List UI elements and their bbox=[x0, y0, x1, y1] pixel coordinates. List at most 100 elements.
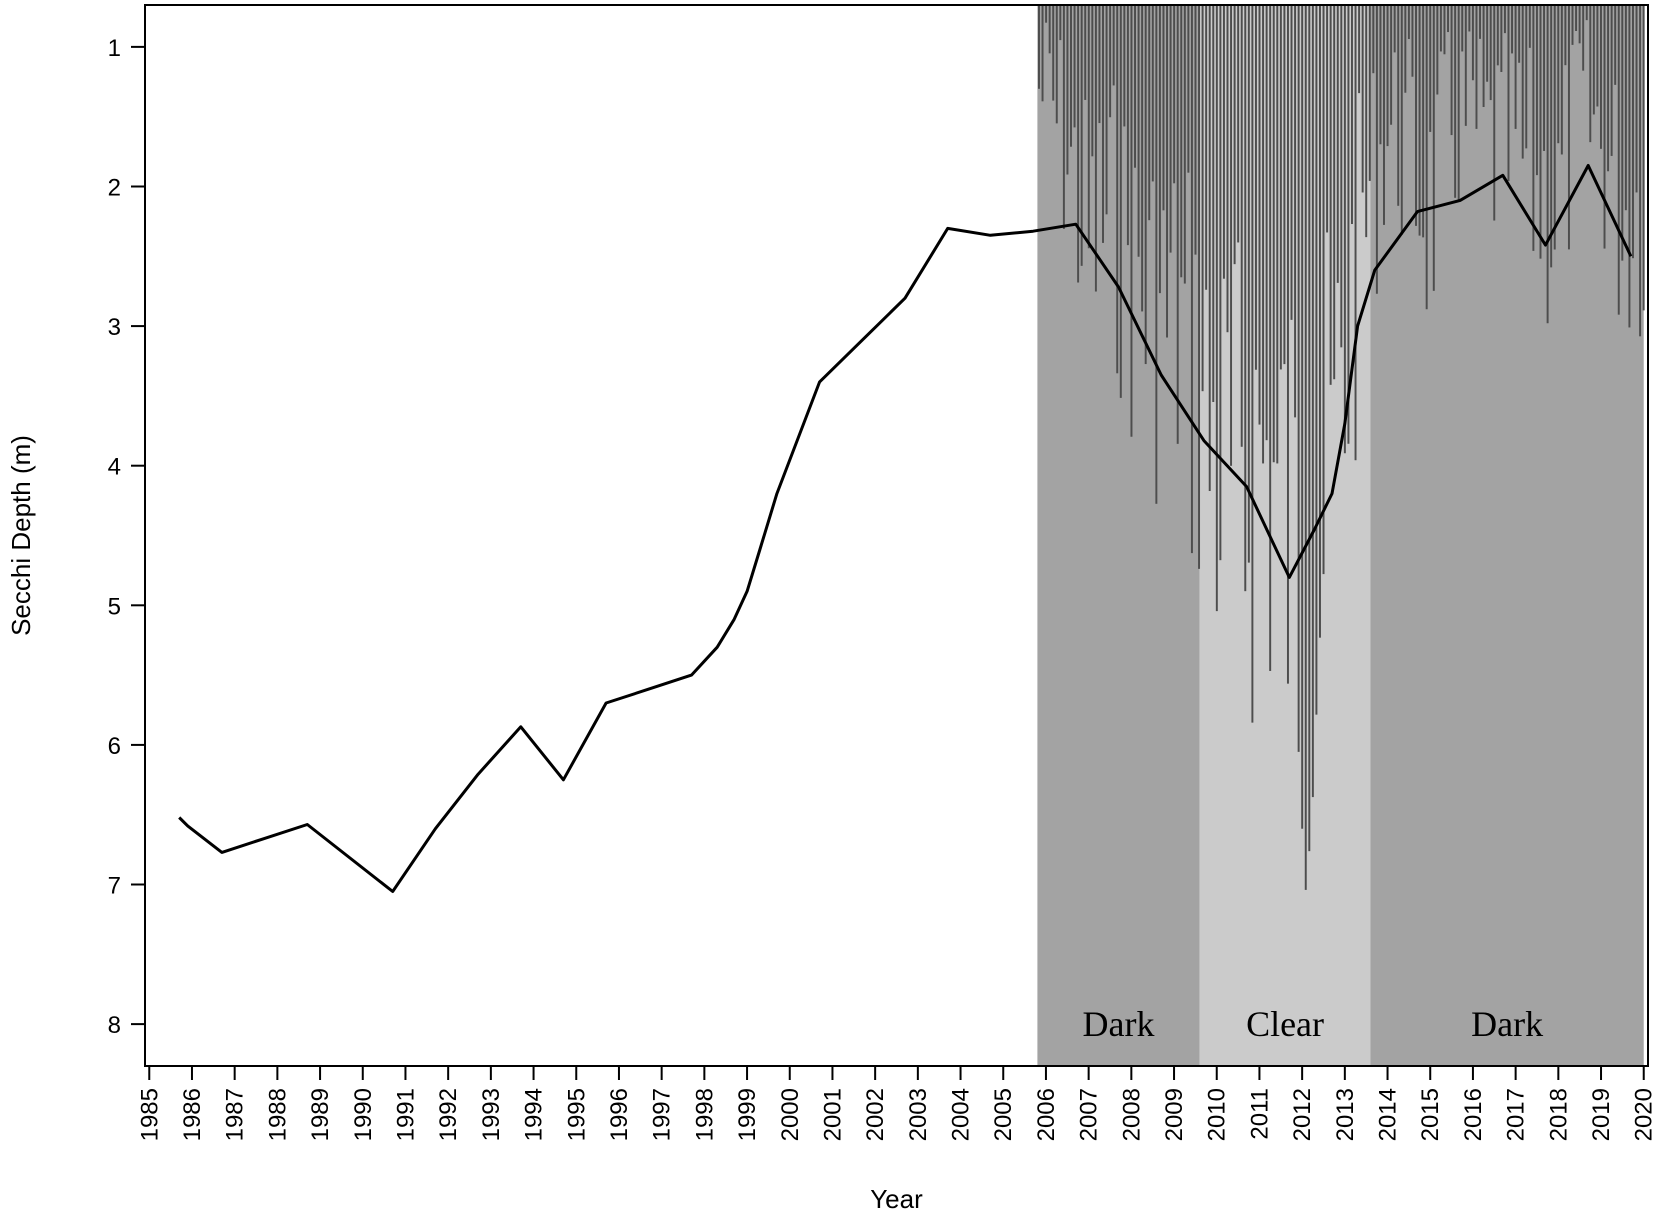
observation-bar bbox=[1390, 5, 1393, 125]
observation-bar bbox=[1439, 5, 1442, 52]
observation-bar bbox=[1340, 5, 1343, 348]
observation-bar bbox=[1443, 5, 1446, 55]
observation-bar bbox=[1173, 5, 1176, 184]
observation-bar bbox=[1155, 5, 1158, 504]
x-tick-label: 1989 bbox=[307, 1088, 334, 1141]
observation-bar bbox=[1226, 5, 1229, 333]
x-tick-label: 1990 bbox=[350, 1088, 377, 1141]
observation-bar bbox=[1461, 5, 1464, 52]
observation-bar bbox=[1087, 5, 1090, 249]
observation-bar bbox=[1230, 5, 1233, 466]
observation-bar bbox=[1358, 5, 1361, 94]
observation-bar bbox=[1247, 5, 1250, 563]
x-tick-label: 2010 bbox=[1204, 1088, 1231, 1141]
observation-bar bbox=[1123, 5, 1126, 127]
observation-bar bbox=[1614, 5, 1617, 85]
y-axis-title: Secchi Depth (m) bbox=[6, 435, 36, 636]
observation-bar bbox=[1372, 5, 1375, 74]
observation-bar bbox=[1265, 5, 1268, 441]
observation-bar bbox=[1126, 5, 1129, 246]
region-label-0: Dark bbox=[1083, 1004, 1155, 1044]
observation-bar bbox=[1596, 5, 1599, 107]
x-tick-label: 1996 bbox=[606, 1088, 633, 1141]
x-tick-label: 2003 bbox=[905, 1088, 932, 1141]
observation-bar bbox=[1048, 5, 1051, 54]
observation-bar bbox=[1194, 5, 1197, 255]
observation-bar bbox=[1500, 5, 1503, 72]
observation-bar bbox=[1158, 5, 1161, 294]
observation-bar bbox=[1631, 5, 1634, 259]
observation-bar bbox=[1425, 5, 1428, 310]
observation-bar bbox=[1080, 5, 1083, 266]
observation-bar bbox=[1190, 5, 1193, 554]
x-tick-label: 1985 bbox=[136, 1088, 163, 1141]
observation-bar bbox=[1286, 5, 1289, 684]
observation-bar bbox=[1639, 5, 1642, 337]
x-tick-label: 2000 bbox=[777, 1088, 804, 1141]
observation-bar bbox=[1617, 5, 1620, 315]
x-axis-title: Year bbox=[870, 1184, 923, 1214]
observation-bar bbox=[1141, 5, 1144, 312]
observation-bar bbox=[1233, 5, 1236, 265]
observation-bar bbox=[1418, 5, 1421, 236]
observation-bar bbox=[1094, 5, 1097, 292]
monthly-observation-bars bbox=[1038, 5, 1645, 890]
x-tick-label: 2007 bbox=[1076, 1088, 1103, 1141]
observation-bar bbox=[1351, 5, 1353, 225]
x-tick-label: 2008 bbox=[1118, 1088, 1145, 1141]
observation-bar bbox=[1205, 5, 1208, 290]
observation-bar bbox=[1557, 5, 1560, 144]
observation-bar bbox=[1585, 5, 1588, 21]
x-tick-label: 2013 bbox=[1332, 1088, 1359, 1141]
x-tick-label: 2017 bbox=[1503, 1088, 1530, 1141]
observation-bar bbox=[1290, 5, 1293, 320]
observation-bar bbox=[1073, 5, 1076, 128]
observation-bar bbox=[1571, 5, 1574, 45]
x-tick-label: 2018 bbox=[1545, 1088, 1572, 1141]
observation-bar bbox=[1535, 5, 1538, 176]
observation-bar bbox=[1450, 5, 1453, 136]
observation-bar bbox=[1269, 5, 1272, 671]
observation-bar bbox=[1311, 5, 1314, 798]
x-tick-label: 1988 bbox=[264, 1088, 291, 1141]
observation-bar bbox=[1383, 5, 1385, 225]
observation-bar bbox=[1066, 5, 1069, 175]
observation-bar bbox=[1575, 5, 1578, 31]
x-tick-label: 2001 bbox=[819, 1088, 846, 1141]
observation-bar bbox=[1208, 5, 1211, 492]
observation-bar bbox=[1486, 5, 1489, 82]
observation-bar bbox=[1379, 5, 1382, 145]
x-tick-label: 1986 bbox=[179, 1088, 206, 1141]
observation-bar bbox=[1201, 5, 1204, 392]
x-tick-label: 2005 bbox=[990, 1088, 1017, 1141]
observation-bar bbox=[1479, 5, 1482, 39]
x-tick-label: 2020 bbox=[1631, 1088, 1654, 1141]
y-tick-label: 2 bbox=[108, 174, 121, 201]
observation-bar bbox=[1532, 5, 1535, 251]
y-tick-label: 8 bbox=[108, 1012, 121, 1039]
x-tick-label: 2012 bbox=[1289, 1088, 1316, 1141]
observation-bar bbox=[1062, 5, 1065, 229]
observation-bar bbox=[1528, 5, 1531, 48]
y-tick-label: 6 bbox=[108, 733, 121, 760]
observation-bar bbox=[1454, 5, 1457, 198]
observation-bar bbox=[1567, 5, 1570, 250]
observation-bar bbox=[1375, 5, 1378, 294]
observation-bar bbox=[1077, 5, 1080, 283]
observation-bar bbox=[1393, 5, 1396, 53]
observation-bar bbox=[1621, 5, 1624, 261]
observation-bar bbox=[1091, 5, 1094, 157]
observation-bar bbox=[1411, 5, 1414, 77]
x-tick-label: 1994 bbox=[521, 1088, 548, 1141]
observation-bar bbox=[1589, 5, 1592, 143]
observation-bar bbox=[1468, 5, 1471, 32]
observation-bar bbox=[1254, 5, 1257, 370]
y-tick-label: 1 bbox=[108, 35, 121, 62]
y-tick-label: 3 bbox=[108, 314, 121, 341]
observation-bar bbox=[1251, 5, 1254, 723]
x-tick-label: 1987 bbox=[222, 1088, 249, 1141]
region-2 bbox=[1370, 5, 1644, 1066]
x-tick-label: 2015 bbox=[1417, 1088, 1444, 1141]
observation-bar bbox=[1518, 5, 1521, 63]
observation-bar bbox=[1386, 5, 1389, 147]
